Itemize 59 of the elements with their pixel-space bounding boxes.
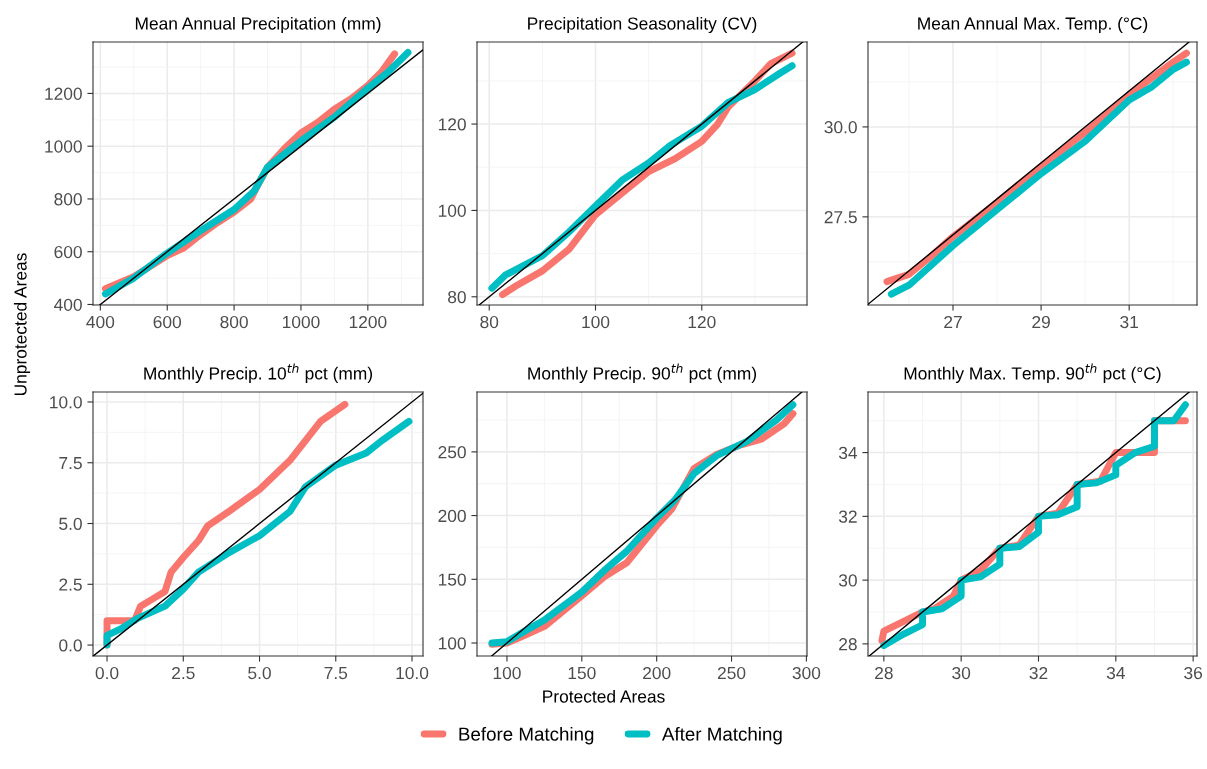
- y-tick-label: 7.5: [59, 457, 82, 470]
- chart-title: Monthly Precip. 10$^{th}$ pct (mm): [144, 363, 372, 384]
- y-tick-label: 34: [838, 446, 858, 460]
- x-tick-label: 1000: [282, 315, 320, 329]
- y-tick-label: 600: [54, 245, 82, 259]
- chart-title: Monthly Max. Temp. 90$^{th}$ pct (°C): [904, 363, 1161, 384]
- y-tick-label: 120: [438, 118, 466, 131]
- chart-title: Mean Annual Precipitation (mm): [135, 16, 381, 34]
- y-tick-label: 250: [438, 446, 466, 459]
- x-tick-label: 36: [1184, 666, 1203, 680]
- y-tick-label: 150: [438, 573, 466, 586]
- x-tick-label: 150: [568, 666, 596, 680]
- y-tick-label: 1000: [45, 140, 82, 153]
- y-tick-label: 32: [838, 510, 857, 523]
- y-tick-label: 800: [54, 193, 82, 206]
- y-tick-label: 400: [54, 298, 82, 311]
- x-tick-label: 400: [86, 315, 115, 329]
- y-tick-label: 27.5: [824, 211, 857, 224]
- x-tick-label: 34: [1106, 666, 1125, 680]
- chart-title: Mean Annual Max. Temp. (°C): [918, 16, 1148, 34]
- x-tick-label: 200: [643, 666, 671, 680]
- x-tick-label: 10.0: [396, 666, 429, 680]
- y-tick-label: 10.0: [50, 396, 82, 409]
- x-tick-label: 600: [153, 315, 182, 329]
- chart-title: Monthly Precip. 90$^{th}$ pct (mm): [528, 363, 756, 384]
- x-tick-label: 300: [792, 666, 821, 680]
- y-tick-label: 1200: [45, 87, 82, 100]
- y-tick-label: 100: [438, 204, 466, 217]
- x-tick-label: 32: [1029, 666, 1048, 680]
- y-tick-label: 0.0: [59, 639, 82, 652]
- y-axis-title: Unprotected Areas: [13, 253, 31, 396]
- x-tick-label: 80: [480, 315, 499, 329]
- y-tick-label: 30: [838, 574, 857, 587]
- y-tick-label: 5.0: [59, 517, 82, 530]
- y-tick-label: 200: [438, 509, 466, 523]
- x-tick-label: 0.0: [95, 666, 119, 680]
- x-tick-label: 250: [717, 666, 746, 680]
- x-tick-label: 27: [944, 315, 962, 328]
- x-tick-label: 31: [1120, 315, 1138, 329]
- y-tick-label: 80: [448, 290, 466, 304]
- chart-title: Precipitation Seasonality (CV): [528, 16, 757, 34]
- x-tick-label: 100: [582, 315, 610, 329]
- y-tick-label: 28: [839, 638, 857, 651]
- x-tick-label: 2.5: [172, 666, 195, 680]
- x-tick-label: 28: [875, 666, 893, 680]
- x-axis-title: Protected Areas: [543, 689, 665, 703]
- y-tick-label: 2.5: [59, 578, 82, 591]
- x-tick-label: 7.5: [324, 667, 348, 680]
- y-tick-label: 100: [438, 637, 466, 650]
- legend-label: After Matching: [661, 726, 782, 745]
- x-tick-label: 30: [952, 666, 971, 680]
- x-tick-label: 800: [220, 315, 248, 329]
- x-tick-label: 1200: [349, 315, 387, 329]
- legend-label: Before Matching: [459, 726, 594, 745]
- x-tick-label: 5.0: [248, 666, 271, 680]
- x-tick-label: 100: [493, 666, 521, 680]
- x-tick-label: 29: [1032, 315, 1050, 329]
- y-tick-label: 30.0: [824, 121, 857, 134]
- x-tick-label: 120: [688, 315, 716, 329]
